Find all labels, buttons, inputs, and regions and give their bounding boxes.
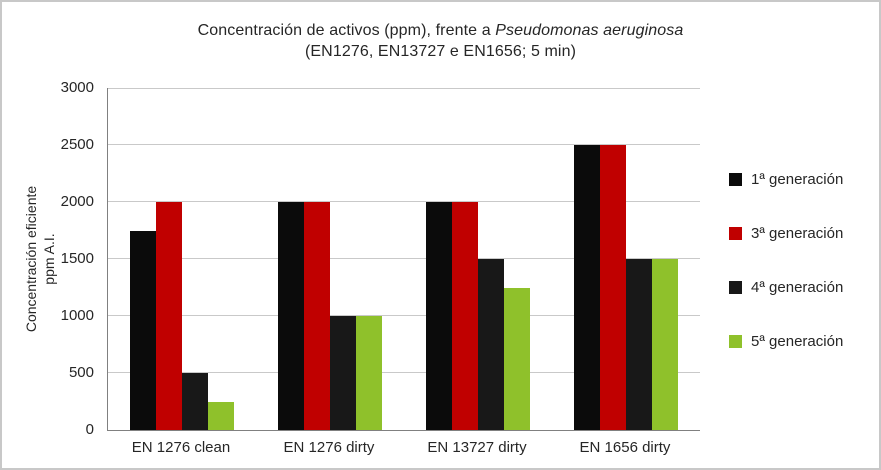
bar-4a-generacion-en-1276-dirty: [330, 316, 356, 430]
gridline-2000: [108, 201, 700, 202]
legend-swatch-5a-generacion: [729, 335, 742, 348]
y-axis-title-line1: Concentración eficiente: [23, 185, 39, 333]
y-tick-label-3000: 3000: [60, 79, 94, 96]
x-axis-category-labels: EN 1276 clean EN 1276 dirty EN 13727 dirty…: [107, 439, 699, 456]
x-category-label-en-1276-clean: EN 1276 clean: [131, 439, 231, 456]
bar-4a-generacion-en-13727-dirty: [478, 259, 504, 430]
legend-swatch-4a-generacion: [729, 281, 742, 294]
plot-area: [107, 88, 700, 431]
x-category-label-en-1276-dirty: EN 1276 dirty: [283, 439, 375, 456]
y-tick-label-0: 0: [85, 421, 94, 438]
bar-group-en-13727-dirty: [404, 88, 552, 430]
legend-label-1a-generacion: 1ª generación: [751, 171, 844, 188]
legend-label-4a-generacion: 4ª generación: [751, 279, 844, 296]
gridline-1500: [108, 258, 700, 259]
bar-3a-generacion-en-1276-dirty: [304, 202, 330, 430]
bar-3a-generacion-en-13727-dirty: [452, 202, 478, 430]
legend-swatch-3a-generacion: [729, 227, 742, 240]
legend-item-4a-generacion: 4ª generación: [729, 278, 843, 297]
legend-swatch-1a-generacion: [729, 173, 742, 186]
bar-5a-generacion-en-1276-dirty: [356, 316, 382, 430]
chart-title: Concentración de activos (ppm), frente a…: [2, 22, 879, 40]
bar-group-en-1656-dirty: [552, 88, 700, 430]
bar-1a-generacion-en-1276-dirty: [278, 202, 304, 430]
bar-1a-generacion-en-1276-clean: [130, 230, 156, 430]
bar-1a-generacion-en-13727-dirty: [426, 202, 452, 430]
bar-4a-generacion-en-1656-dirty: [626, 259, 652, 430]
legend-item-1a-generacion: 1ª generación: [729, 170, 843, 189]
bar-3a-generacion-en-1276-clean: [156, 202, 182, 430]
gridline-500: [108, 372, 700, 373]
y-tick-label-500: 500: [68, 364, 94, 382]
y-tick-label-1500: 1500: [60, 250, 94, 267]
bar-group-en-1276-dirty: [256, 88, 404, 430]
y-tick-label-1000: 1000: [60, 307, 94, 325]
bar-3a-generacion-en-1656-dirty: [600, 145, 626, 430]
bar-1a-generacion-en-1656-dirty: [574, 145, 600, 430]
chart-subtitle: (EN1276, EN13727 e EN1656; 5 min): [304, 43, 576, 60]
gridline-3000: [108, 88, 700, 89]
bar-4a-generacion-en-1276-clean: [182, 373, 208, 430]
y-tick-label-2000: 2000: [60, 193, 94, 211]
x-category-label-en-13727-dirty: EN 13727 dirty: [427, 439, 527, 456]
bar-5a-generacion-en-1276-clean: [208, 401, 234, 430]
bar-5a-generacion-en-13727-dirty: [504, 287, 530, 430]
bar-5a-generacion-en-1656-dirty: [652, 259, 678, 430]
chart-title-species-italic: Pseudomonas aeruginosa: [495, 22, 684, 39]
gridline-1000: [108, 315, 700, 316]
y-axis-tick-labels: 0 500 1000 1500 2000 2500 3000: [40, 79, 94, 438]
y-tick-label-2500: 2500: [60, 136, 94, 153]
legend: 1ª generación 3ª generación 4ª generación 5…: [729, 170, 843, 386]
legend-item-5a-generacion: 5ª generación: [729, 332, 843, 351]
gridline-2500: [108, 144, 700, 145]
legend-label-5a-generacion: 5ª generación: [751, 333, 844, 350]
chart-title-text: Concentración de activos (ppm), frente a: [197, 22, 496, 39]
legend-item-3a-generacion: 3ª generación: [729, 224, 843, 243]
x-category-label-en-1656-dirty: EN 1656 dirty: [579, 439, 671, 456]
legend-label-3a-generacion: 3ª generación: [751, 225, 844, 242]
bar-group-en-1276-clean: [108, 88, 256, 430]
